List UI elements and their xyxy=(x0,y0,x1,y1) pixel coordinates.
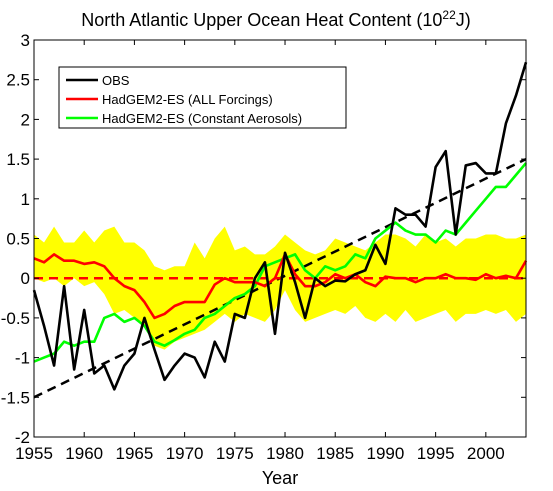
series-line-0 xyxy=(32,61,528,391)
x-tick-label: 1955 xyxy=(15,444,53,463)
chart-title-end: J) xyxy=(456,10,471,30)
y-tick-label: 0 xyxy=(21,269,30,288)
legend: OBS HadGEM2-ES (ALL Forcings) HadGEM2-ES (… xyxy=(58,66,347,129)
y-tick-label: -1.5 xyxy=(1,388,30,407)
x-tick-label: 1990 xyxy=(367,444,405,463)
y-tick-label: -0.5 xyxy=(1,309,30,328)
chart-title: North Atlantic Upper Ocean Heat Content … xyxy=(81,8,471,30)
y-tick-label: 2.5 xyxy=(6,71,30,90)
x-tick-label: 1965 xyxy=(115,444,153,463)
axes: -2 -1.5 -1 -0.5 0 0.5 1 1.5 2 2.5 3 1955 1960 1965 197… xyxy=(1,31,526,463)
legend-label: OBS xyxy=(102,73,130,88)
x-tick-label: 1995 xyxy=(417,444,455,463)
x-tick-label: 1960 xyxy=(65,444,103,463)
series-line-1 xyxy=(33,253,528,320)
data-series xyxy=(32,61,528,391)
legend-label: HadGEM2-ES (ALL Forcings) xyxy=(102,92,273,107)
x-tick-label: 1980 xyxy=(266,444,304,463)
legend-label: HadGEM2-ES (Constant Aerosols) xyxy=(102,111,302,126)
y-tick-label: -2 xyxy=(15,428,30,447)
y-tick-label: 2 xyxy=(21,110,30,129)
series-line-2 xyxy=(33,162,527,363)
chart-title-superscript: 22 xyxy=(442,8,456,22)
y-tick-label: -1 xyxy=(15,349,30,368)
x-axis-label: Year xyxy=(262,468,298,488)
x-tick-label: 2000 xyxy=(467,444,505,463)
y-tick-label: 1 xyxy=(21,190,30,209)
x-tick-label: 1975 xyxy=(216,444,254,463)
y-tick-label: 3 xyxy=(21,31,30,50)
y-tick-label: 0.5 xyxy=(6,230,30,249)
y-tick-label: 1.5 xyxy=(6,150,30,169)
legend-box xyxy=(58,66,347,129)
x-tick-label: 1970 xyxy=(166,444,204,463)
x-tick-label: 1985 xyxy=(316,444,354,463)
